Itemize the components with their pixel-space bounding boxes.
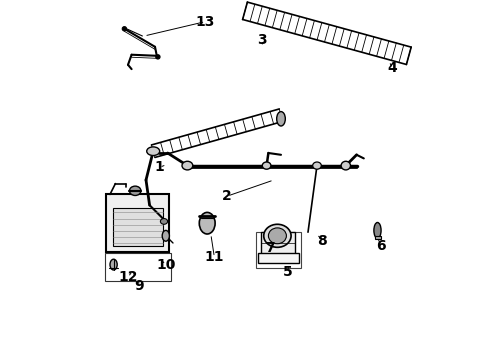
Text: 7: 7 [266,242,275,255]
Text: 3: 3 [257,33,267,46]
Text: 6: 6 [376,239,386,252]
Ellipse shape [269,228,286,244]
Text: 4: 4 [388,62,397,75]
Bar [374,236,381,239]
Ellipse shape [162,230,170,241]
Text: 5: 5 [283,265,293,279]
Ellipse shape [147,147,160,156]
Ellipse shape [264,224,291,247]
Ellipse shape [199,212,215,234]
Ellipse shape [374,222,381,238]
Ellipse shape [160,219,168,224]
Bar [256,232,301,268]
Ellipse shape [110,259,117,270]
Bar [258,253,299,263]
Ellipse shape [313,162,321,169]
Ellipse shape [122,27,126,31]
Text: 12: 12 [118,270,138,284]
Polygon shape [243,2,411,64]
Bar [113,208,163,246]
Ellipse shape [129,186,141,195]
Ellipse shape [341,161,350,170]
Ellipse shape [277,112,285,126]
Text: 13: 13 [196,15,215,28]
Text: 11: 11 [205,251,224,264]
Polygon shape [151,109,283,157]
Ellipse shape [156,55,160,59]
Text: 10: 10 [156,258,175,271]
Bar [106,194,170,252]
Ellipse shape [182,161,193,170]
Bar [104,253,171,281]
Bar [261,232,295,254]
Text: 2: 2 [222,189,232,203]
Ellipse shape [262,162,271,169]
Text: 8: 8 [318,234,327,248]
Text: 9: 9 [134,279,144,293]
Text: 1: 1 [154,161,164,174]
